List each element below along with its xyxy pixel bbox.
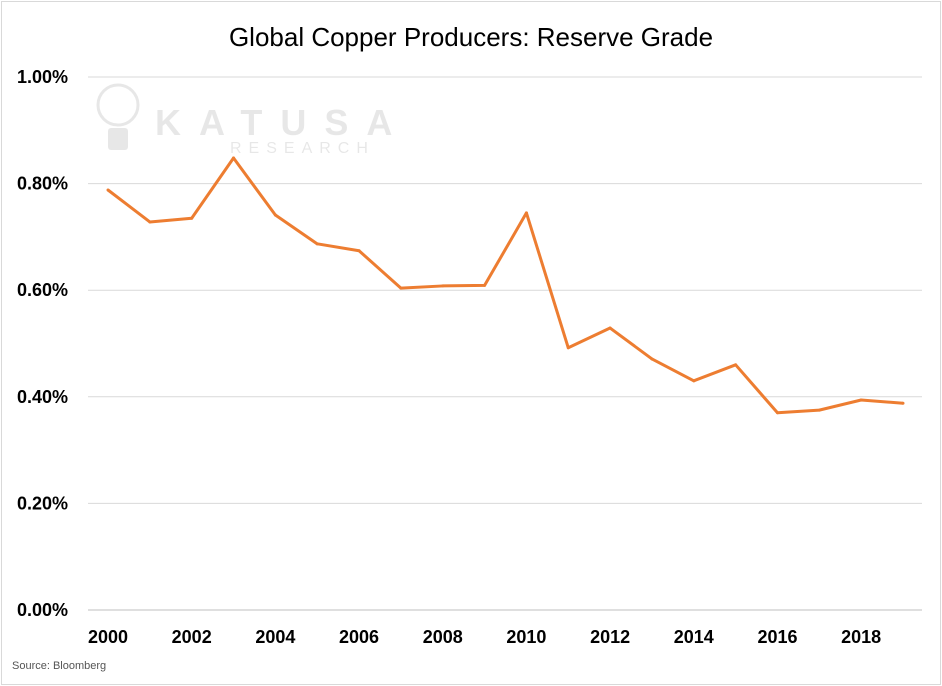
x-tick-label: 2018: [841, 627, 881, 647]
data-point: [650, 357, 654, 361]
x-tick-label: 2016: [757, 627, 797, 647]
data-point: [106, 188, 110, 192]
data-point: [483, 283, 487, 287]
data-point: [524, 211, 528, 215]
series-line: [107, 156, 904, 415]
y-tick-label: 0.00%: [17, 600, 68, 620]
data-point: [232, 156, 236, 160]
x-tick-label: 2004: [255, 627, 295, 647]
data-point: [399, 286, 403, 290]
y-tick-label: 0.40%: [17, 387, 68, 407]
y-tick-label: 0.80%: [17, 174, 68, 194]
x-tick-label: 2014: [674, 627, 714, 647]
data-point: [859, 398, 863, 402]
chart-title: Global Copper Producers: Reserve Grade: [229, 22, 713, 52]
data-point: [901, 401, 905, 405]
data-point: [817, 408, 821, 412]
y-tick-label: 1.00%: [17, 67, 68, 87]
data-point: [190, 216, 194, 220]
data-point: [315, 242, 319, 246]
source-note: Source: Bloomberg: [12, 660, 107, 672]
svg-text:RESEARCH: RESEARCH: [230, 140, 375, 157]
x-tick-label: 2002: [172, 627, 212, 647]
data-point: [775, 411, 779, 415]
x-tick-label: 2000: [88, 627, 128, 647]
data-point: [148, 220, 152, 224]
data-point: [692, 379, 696, 383]
x-tick-label: 2010: [506, 627, 546, 647]
x-tick-label: 2012: [590, 627, 630, 647]
y-tick-label: 0.20%: [17, 493, 68, 513]
svg-text:KATUSA: KATUSA: [155, 102, 410, 143]
data-point: [734, 363, 738, 367]
x-tick-label: 2008: [423, 627, 463, 647]
x-tick-label: 2006: [339, 627, 379, 647]
data-point: [441, 284, 445, 288]
data-point: [357, 249, 361, 253]
data-point: [273, 213, 277, 217]
data-point: [566, 346, 570, 350]
data-point: [608, 326, 612, 330]
y-tick-label: 0.60%: [17, 280, 68, 300]
watermark-logo: KATUSA RESEARCH: [96, 83, 410, 157]
